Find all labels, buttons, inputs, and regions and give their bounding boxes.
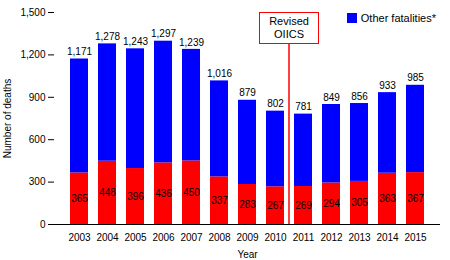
svg-text:856: 856 [351, 91, 368, 102]
svg-text:2012: 2012 [320, 232, 343, 243]
svg-text:985: 985 [407, 72, 424, 83]
svg-text:300: 300 [29, 176, 46, 187]
svg-text:305: 305 [351, 197, 368, 208]
svg-text:267: 267 [267, 200, 284, 211]
svg-text:Year: Year [237, 249, 258, 260]
svg-text:294: 294 [323, 198, 340, 209]
svg-text:1,500: 1,500 [20, 7, 45, 18]
svg-text:0: 0 [40, 219, 46, 230]
svg-text:450: 450 [183, 187, 200, 198]
svg-text:1,200: 1,200 [20, 49, 45, 60]
svg-text:2005: 2005 [124, 232, 147, 243]
svg-text:1,239: 1,239 [179, 37, 204, 48]
svg-text:396: 396 [127, 191, 144, 202]
svg-text:933: 933 [379, 80, 396, 91]
svg-text:2003: 2003 [68, 232, 91, 243]
svg-text:1,016: 1,016 [207, 68, 232, 79]
svg-text:2007: 2007 [180, 232, 203, 243]
svg-text:2014: 2014 [376, 232, 399, 243]
svg-text:2013: 2013 [348, 232, 371, 243]
svg-text:802: 802 [267, 98, 284, 109]
svg-text:269: 269 [295, 200, 312, 211]
svg-text:849: 849 [323, 92, 340, 103]
svg-text:367: 367 [407, 193, 424, 204]
svg-text:283: 283 [239, 199, 256, 210]
svg-text:448: 448 [99, 187, 116, 198]
html-text:Other fatalities*: Other fatalities* [360, 12, 436, 24]
svg-text:2008: 2008 [208, 232, 231, 243]
svg-text:1,297: 1,297 [151, 28, 176, 39]
svg-text:2011: 2011 [293, 232, 315, 243]
svg-text:2009: 2009 [236, 232, 259, 243]
svg-text:2004: 2004 [96, 232, 119, 243]
html-text:Revised OIICS: Revised OIICS [269, 15, 309, 40]
svg-text:Number of deaths: Number of deaths [2, 79, 13, 159]
svg-text:2015: 2015 [404, 232, 427, 243]
svg-text:600: 600 [29, 134, 46, 145]
svg-text:2010: 2010 [264, 232, 287, 243]
svg-text:2006: 2006 [152, 232, 175, 243]
svg-text:365: 365 [71, 193, 88, 204]
svg-text:436: 436 [155, 188, 172, 199]
svg-text:363: 363 [379, 193, 396, 204]
svg-text:781: 781 [295, 101, 312, 112]
svg-text:337: 337 [211, 195, 228, 206]
svg-text:1,243: 1,243 [123, 36, 148, 47]
svg-text:1,171: 1,171 [67, 46, 92, 57]
svg-text:900: 900 [29, 92, 46, 103]
svg-text:879: 879 [239, 87, 256, 98]
svg-text:1,278: 1,278 [95, 31, 120, 42]
